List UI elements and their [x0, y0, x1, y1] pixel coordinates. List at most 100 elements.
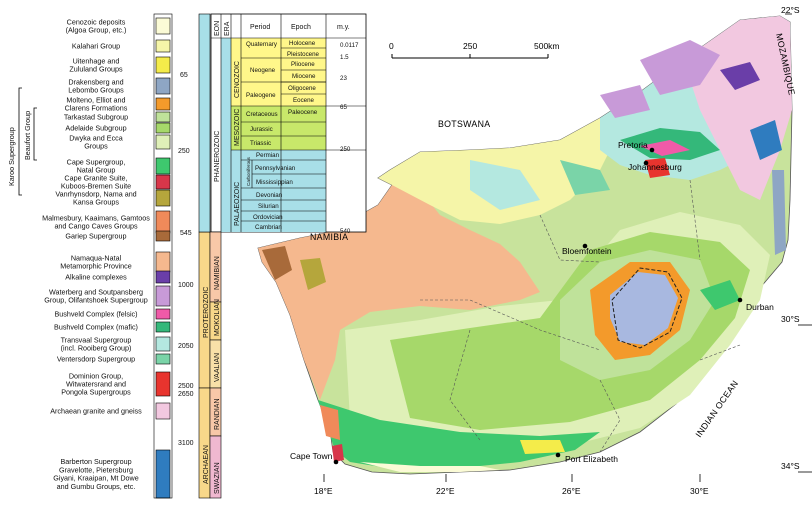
age-3100: 3100	[178, 440, 194, 447]
header-eon: EON	[214, 21, 221, 36]
era-cenozoic: CENOZOIC	[234, 61, 241, 98]
my-1-5: 1.5	[340, 54, 349, 61]
era-swazian: SWAZIAN	[214, 462, 221, 494]
legend-swatch-17	[155, 321, 171, 333]
legend-label-19: Ventersdorp Supergroup	[57, 355, 135, 364]
lat-label-30s: 30°S	[781, 314, 800, 324]
legend-swatch-22	[155, 449, 171, 499]
legend-label-9: Cape Granite Suite, Kuboos-Bremen Suite	[61, 173, 131, 190]
legend-label-7: Dwyka and Ecca Groups	[69, 133, 123, 150]
legend-swatch-12	[155, 230, 171, 242]
age-1000: 1000	[178, 282, 194, 289]
graticule: 22°S 30°S 34°S 18°E 22°E 26°E 30°E	[314, 5, 812, 496]
eon-proterozoic: PROTEROZOIC	[203, 287, 210, 338]
legend-label-14: Alkaline complexes	[65, 273, 127, 282]
legend-label-3: Drakensberg and Lebombo Groups	[68, 77, 124, 94]
era-palaeozoic: PALAEOZOIC	[234, 182, 241, 226]
bracket-karoo-supergroup: Karoo Supergroup	[7, 127, 16, 186]
my-0-0117: 0.0117	[340, 42, 359, 49]
era-vaalian: VAALIAN	[214, 353, 221, 382]
legend-label-1: Kalahari Group	[72, 42, 120, 51]
age-250: 250	[178, 148, 190, 155]
lon-label-22e: 22°E	[436, 486, 455, 496]
waterberg-patch-2	[600, 85, 650, 118]
my-23: 23	[340, 75, 347, 82]
lebombo-strip	[772, 170, 786, 255]
epoch-oligocene: Oligocene	[288, 85, 316, 92]
age-2650: 2650	[178, 391, 194, 398]
period-cambrian: Cambrian	[255, 224, 282, 231]
bushveld-felsic-patch	[640, 140, 690, 156]
country-label-botswana: BOTSWANA	[438, 119, 490, 129]
legend-swatch-15	[155, 285, 171, 307]
legend-label-11: Malmesbury, Kaaimans, Gamtoos and Cango C…	[42, 213, 150, 230]
uitenhage-patch	[520, 440, 565, 454]
city-label-port-elizabeth: Port Elizabeth	[565, 454, 618, 464]
my-250: 250	[340, 146, 351, 153]
legend-label-13: Namaqua-Natal Metamorphic Province	[60, 253, 132, 270]
epoch-pliocene: Pliocene	[291, 61, 315, 68]
lon-label-26e: 26°E	[562, 486, 581, 496]
legend-label-16: Bushveld Complex (felsic)	[54, 310, 137, 319]
legend-swatch-10	[155, 189, 171, 207]
nama-patch	[300, 258, 326, 290]
legend-items: Cenozoic deposits (Algoa Group, etc.) Kala…	[42, 13, 173, 499]
witwatersrand-patch	[645, 158, 670, 178]
legend-label-15: Waterberg and Soutpansberg Group, Olifant…	[44, 287, 147, 304]
city-label-johannesburg: Johannesburg	[628, 162, 682, 172]
legend-label-12: Gariep Supergroup	[65, 232, 126, 241]
period-quaternary: Quaternary	[246, 41, 278, 48]
legend-swatch-2	[155, 56, 171, 74]
age-2050: 2050	[178, 343, 194, 350]
city-label-cape-town: Cape Town	[290, 451, 333, 461]
age-65: 65	[180, 72, 188, 79]
period-paleogene: Paleogene	[246, 92, 276, 99]
lon-label-18e: 18°E	[314, 486, 333, 496]
legend-swatch-9	[155, 174, 171, 190]
country-label-namibia: NAMIBIA	[310, 232, 348, 242]
waterberg-patch	[640, 40, 720, 95]
city-label-pretoria: Pretoria	[618, 140, 648, 150]
header-my: m.y.	[337, 24, 350, 31]
city-label-durban: Durban	[746, 302, 774, 312]
scale-bar: 0 250 500km	[389, 41, 560, 59]
legend-label-20: Dominion Group, Witwatersrand and Pongola …	[61, 371, 131, 396]
city-dot-johannesburg	[643, 160, 649, 166]
legend-column-frame	[153, 13, 173, 499]
my-540: 540	[340, 228, 351, 235]
legend-label-5: Tarkastad Subgroup	[64, 113, 128, 122]
cenozoic-coast	[360, 462, 500, 472]
geologic-timescale-table: EON ERA Period Epoch m.y. PHANEROZOIC CE…	[210, 13, 367, 235]
subperiod-pennsylvanian: Pennsylvanian	[255, 165, 296, 172]
header-era: ERA	[224, 21, 231, 36]
era-mokolian: MOKOLIAN	[214, 299, 221, 336]
city-dot-cape-town	[333, 459, 339, 465]
legend-swatch-14	[155, 270, 171, 284]
epoch-miocene: Miocene	[292, 73, 316, 80]
map	[257, 15, 793, 475]
era-namibian: NAMIBIAN	[214, 256, 221, 290]
legend-swatch-0	[155, 17, 171, 35]
legend-swatch-5	[155, 111, 171, 123]
city-dot-durban	[737, 297, 743, 303]
gariep-patch	[262, 246, 292, 280]
barberton-patch	[750, 120, 782, 160]
legend-label-18: Transvaal Supergroup (incl. Rooiberg Grou…	[61, 335, 132, 352]
age-2500: 2500	[178, 383, 194, 390]
period-devonian: Devonian	[256, 192, 283, 199]
ocean-label-indian: INDIAN OCEAN	[693, 378, 740, 439]
period-ordovician: Ordovician	[253, 214, 283, 221]
legend-swatch-13	[155, 251, 171, 273]
city-dot-pretoria	[649, 147, 655, 153]
period-silurian: Silurian	[258, 203, 279, 210]
era-mesozoic: MESOZOIC	[234, 109, 241, 146]
epoch-paleocene: Paleocene	[288, 109, 318, 116]
ventersdorp-patch	[560, 160, 610, 195]
era-randian: RANDIAN	[214, 398, 221, 430]
eon-phanerozoic: PHANEROZOIC	[214, 131, 221, 182]
alkaline-patch	[720, 62, 760, 90]
scale-tick-500km: 500km	[534, 41, 560, 51]
lesotho-border	[611, 267, 683, 349]
period-carboniferous: Carboniferous	[246, 156, 251, 186]
